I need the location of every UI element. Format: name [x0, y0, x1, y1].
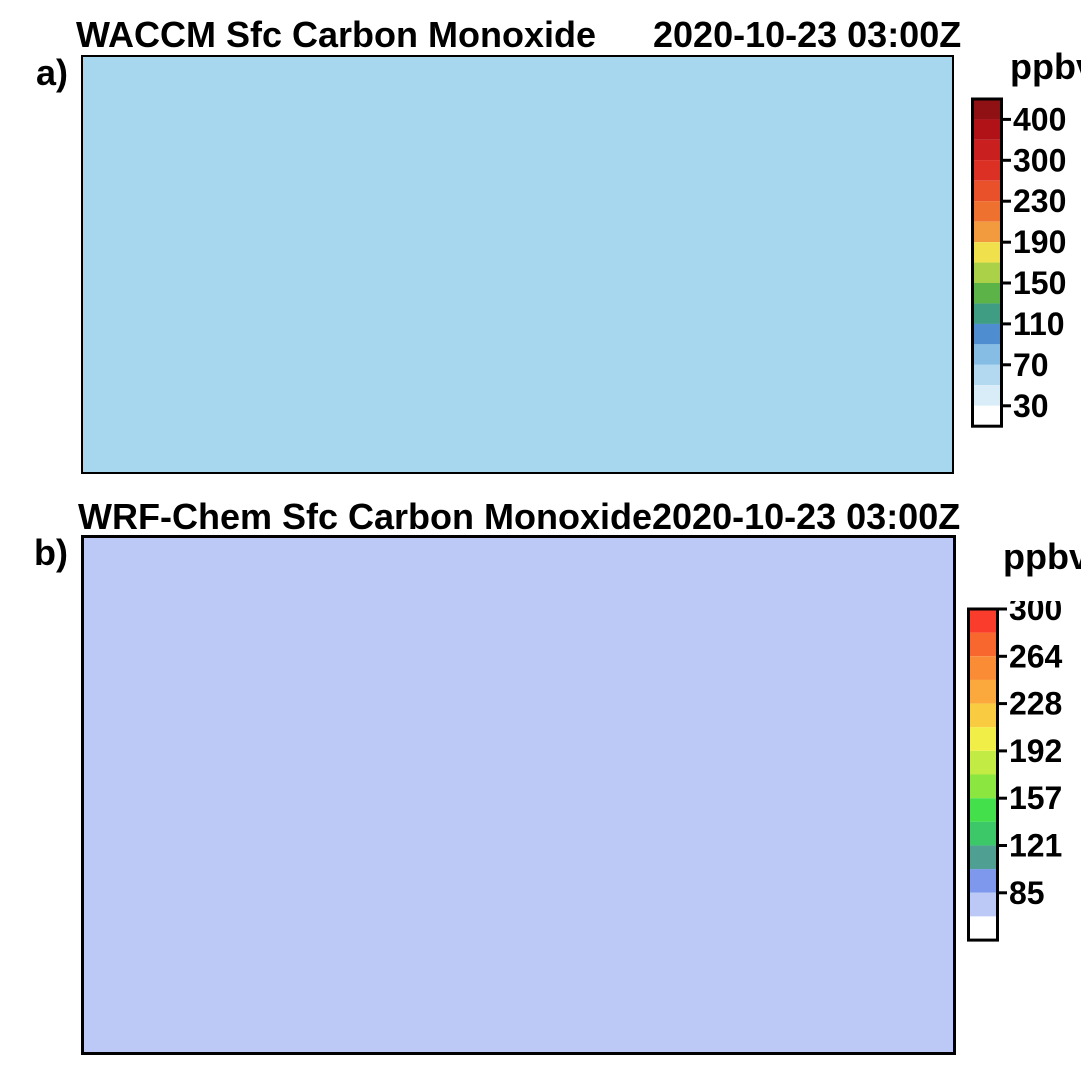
svg-text:192: 192 — [1009, 733, 1062, 769]
svg-text:157: 157 — [1009, 780, 1062, 816]
svg-text:110: 110 — [1013, 306, 1065, 342]
svg-text:190: 190 — [1013, 224, 1066, 260]
svg-text:300: 300 — [1009, 601, 1062, 627]
svg-text:228: 228 — [1009, 686, 1062, 722]
svg-text:30: 30 — [1013, 388, 1049, 424]
svg-text:264: 264 — [1009, 638, 1063, 674]
svg-text:400: 400 — [1013, 101, 1066, 137]
svg-text:70: 70 — [1013, 347, 1049, 383]
svg-text:230: 230 — [1013, 183, 1066, 219]
svg-text:300: 300 — [1013, 142, 1066, 178]
svg-text:85: 85 — [1009, 875, 1045, 911]
svg-text:121: 121 — [1009, 827, 1062, 863]
svg-text:150: 150 — [1013, 265, 1066, 301]
